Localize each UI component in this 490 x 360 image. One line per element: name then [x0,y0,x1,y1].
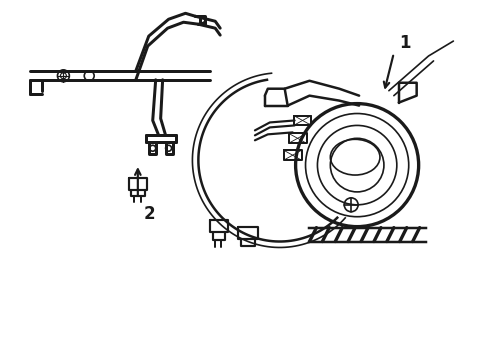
Text: 2: 2 [144,205,155,223]
Text: 1: 1 [399,34,410,52]
